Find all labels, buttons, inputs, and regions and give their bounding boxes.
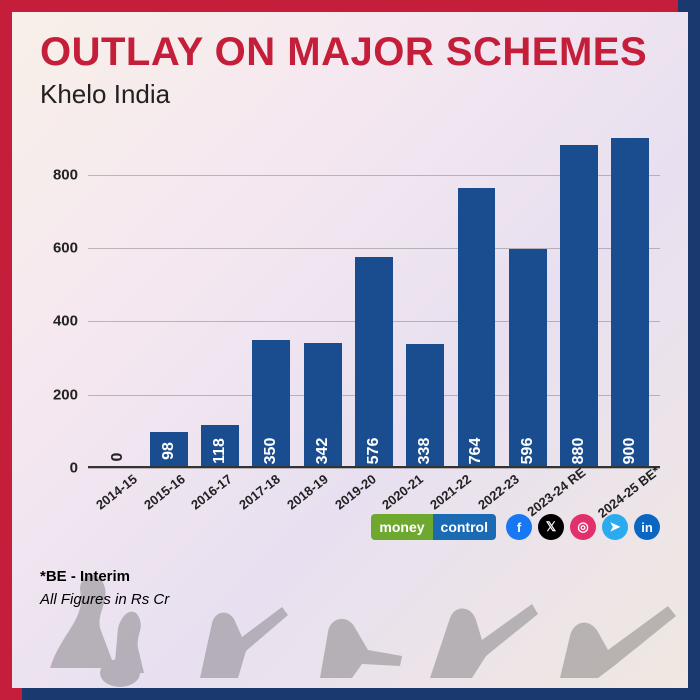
social-icons: f𝕏◎➤in (506, 514, 660, 540)
telegram-icon[interactable]: ➤ (602, 514, 628, 540)
bar-slot: 900 (605, 138, 656, 468)
x-axis-labels: 2014-152015-162016-172017-182018-192019-… (88, 468, 660, 508)
brand-badge: money control (371, 514, 496, 540)
bar-value-label: 576 (365, 438, 383, 465)
footnote-units: All Figures in Rs Cr (40, 589, 660, 612)
y-tick: 400 (53, 313, 78, 330)
bar-value-label: 0 (109, 453, 127, 462)
bar-value-label: 342 (314, 438, 332, 465)
bar-value-label: 338 (416, 438, 434, 465)
bar: 596 (509, 249, 547, 468)
footnotes: *BE - Interim All Figures in Rs Cr (40, 566, 660, 611)
page-title: OUTLAY ON MAJOR SCHEMES (40, 30, 660, 75)
bar: 900 (611, 138, 649, 468)
facebook-icon[interactable]: f (506, 514, 532, 540)
x-tick-label: 2014-15 (93, 471, 144, 518)
page-subtitle: Khelo India (40, 79, 660, 110)
bar-value-label: 900 (621, 438, 639, 465)
bar-slot: 342 (297, 138, 348, 468)
bar-value-label: 350 (262, 438, 280, 465)
bar: 350 (252, 340, 290, 468)
y-axis: 0200400600800 (40, 138, 84, 468)
bar: 576 (355, 257, 393, 468)
x-tick-label: 2016-17 (188, 471, 239, 518)
bar-slot: 338 (400, 138, 451, 468)
bar: 98 (150, 432, 188, 468)
instagram-icon[interactable]: ◎ (570, 514, 596, 540)
brand-right: control (433, 514, 496, 540)
bar-slot: 880 (553, 138, 604, 468)
bar-value-label: 880 (570, 438, 588, 465)
bar: 764 (458, 188, 496, 468)
x-tick-label: 2018-19 (284, 471, 335, 518)
plot-area: 0 98 118 350 342 576 338 764 596 880 900 (88, 138, 660, 468)
x-tick-label: 2015-16 (141, 471, 192, 518)
bar-slot: 764 (451, 138, 502, 468)
bars-group: 0 98 118 350 342 576 338 764 596 880 900 (88, 138, 660, 468)
x-icon[interactable]: 𝕏 (538, 514, 564, 540)
bar-slot: 350 (246, 138, 297, 468)
y-tick: 200 (53, 386, 78, 403)
bar-slot: 98 (143, 138, 194, 468)
x-tick-label: 2020-21 (379, 471, 430, 518)
bar: 342 (304, 343, 342, 468)
bar-slot: 0 (92, 138, 143, 468)
bar-value-label: 764 (467, 438, 485, 465)
linkedin-icon[interactable]: in (634, 514, 660, 540)
bar-value-label: 596 (519, 438, 537, 465)
bar-slot: 118 (195, 138, 246, 468)
footnote-be: *BE - Interim (40, 566, 660, 589)
x-tick-label: 2022-23 (475, 471, 526, 518)
y-tick: 800 (53, 166, 78, 183)
bar: 118 (201, 425, 239, 468)
bar: 338 (406, 344, 444, 468)
bar-value-label: 118 (211, 438, 229, 464)
bar-slot: 596 (502, 138, 553, 468)
bar-chart: 0 200 400 600 800 0 98 118 350 342 576 338 764 596 88… (40, 138, 660, 508)
brand-left: money (371, 514, 432, 540)
x-tick-label: 2017-18 (236, 471, 287, 518)
x-tick-label: 2019-20 (332, 471, 383, 518)
y-tick: 600 (53, 240, 78, 257)
x-tick-label: 2021-22 (427, 471, 478, 518)
bar: 880 (560, 145, 598, 468)
y-tick: 0 (70, 460, 78, 477)
bar-value-label: 98 (160, 442, 178, 460)
brand-row: money control f𝕏◎➤in (371, 514, 660, 540)
border-bottom (0, 688, 700, 700)
bar-slot: 576 (348, 138, 399, 468)
